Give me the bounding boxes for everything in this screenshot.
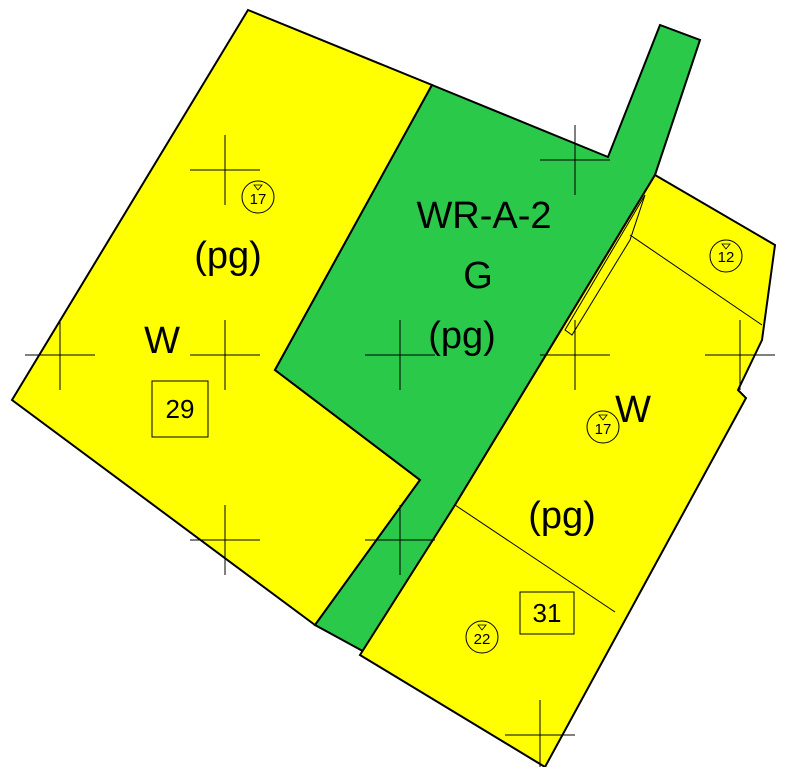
parcel-marker [253,184,263,191]
parcel-label: 17 [595,421,612,438]
sliver [564,194,646,336]
overlay-label: (pg) [194,235,262,277]
parcel-circle [709,239,743,273]
district-label: WR-A-2 [416,195,551,237]
parcel-circle [586,410,620,444]
lot-lines [454,234,763,613]
block-box [519,591,575,635]
parcel-label: 22 [474,631,491,648]
subdistrict-label: G [463,255,493,297]
parcel-circle [465,620,499,654]
grid-crosses [25,125,775,767]
parcel-marker [721,243,731,250]
district-label: W [615,389,651,431]
block-label: 29 [166,394,195,424]
district-label: W [144,320,180,362]
overlay-label: (pg) [428,315,496,357]
parcel-circle [241,180,275,214]
parcel-marker [477,624,487,631]
lot-line [629,234,763,326]
lot-line [454,504,616,613]
block-label: 31 [533,598,562,628]
overlay-label: (pg) [528,495,596,537]
parcel-marker [598,414,608,421]
zone-w-east [358,173,777,767]
block-box [151,380,209,438]
parcel-label: 12 [718,249,735,266]
parcel-label: 17 [250,191,267,208]
